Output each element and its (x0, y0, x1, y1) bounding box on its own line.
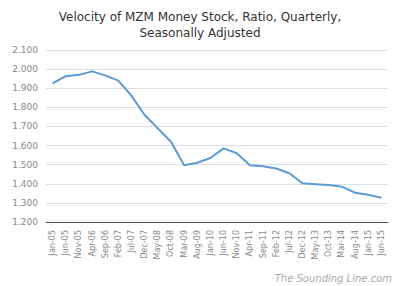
svg-text:1.600: 1.600 (12, 141, 38, 151)
svg-text:Dec-12: Dec-12 (298, 230, 307, 259)
svg-text:Jan-05: Jan-05 (48, 230, 57, 256)
svg-text:Aug-14: Aug-14 (351, 230, 360, 259)
svg-text:Jun-15: Jun-15 (377, 230, 386, 257)
svg-text:Apr-06: Apr-06 (88, 230, 97, 256)
svg-text:Aug-09: Aug-09 (193, 230, 202, 259)
svg-text:Sep-06: Sep-06 (101, 230, 110, 258)
svg-text:May-13: May-13 (311, 230, 320, 259)
svg-text:Apr-11: Apr-11 (245, 230, 254, 256)
svg-text:Jul-12: Jul-12 (285, 230, 294, 254)
svg-text:Dec-07: Dec-07 (140, 230, 149, 259)
svg-text:Jun-05: Jun-05 (61, 230, 70, 257)
svg-text:Oct-08: Oct-08 (166, 230, 175, 257)
svg-text:Sep-11: Sep-11 (259, 230, 268, 258)
svg-text:1.900: 1.900 (12, 83, 38, 93)
svg-text:Jun-10: Jun-10 (219, 230, 228, 257)
svg-text:Mar-14: Mar-14 (337, 230, 346, 258)
svg-text:Oct-13: Oct-13 (324, 230, 333, 257)
svg-text:The Sounding Line.com: The Sounding Line.com (275, 273, 393, 284)
svg-text:2.000: 2.000 (12, 64, 38, 74)
svg-text:May-08: May-08 (153, 230, 162, 259)
svg-text:Jul-07: Jul-07 (127, 230, 136, 254)
svg-text:Feb-12: Feb-12 (272, 230, 281, 257)
svg-text:Jan-15: Jan-15 (364, 230, 373, 256)
svg-text:Jan-10: Jan-10 (206, 230, 215, 256)
svg-text:1.500: 1.500 (12, 160, 38, 170)
svg-text:2.100: 2.100 (12, 45, 38, 55)
svg-text:1.200: 1.200 (12, 217, 38, 227)
svg-text:1.400: 1.400 (12, 179, 38, 189)
svg-text:Mar-09: Mar-09 (180, 230, 189, 258)
svg-text:Feb-07: Feb-07 (114, 230, 123, 257)
svg-text:1.700: 1.700 (12, 121, 38, 131)
svg-text:Nov-10: Nov-10 (232, 230, 241, 258)
svg-text:Seasonally Adjusted: Seasonally Adjusted (139, 26, 260, 40)
svg-text:1.300: 1.300 (12, 198, 38, 208)
svg-text:Nov-05: Nov-05 (74, 230, 83, 258)
svg-text:Velocity of MZM Money Stock, R: Velocity of MZM Money Stock, Ratio, Quar… (59, 10, 342, 24)
svg-text:1.800: 1.800 (12, 102, 38, 112)
